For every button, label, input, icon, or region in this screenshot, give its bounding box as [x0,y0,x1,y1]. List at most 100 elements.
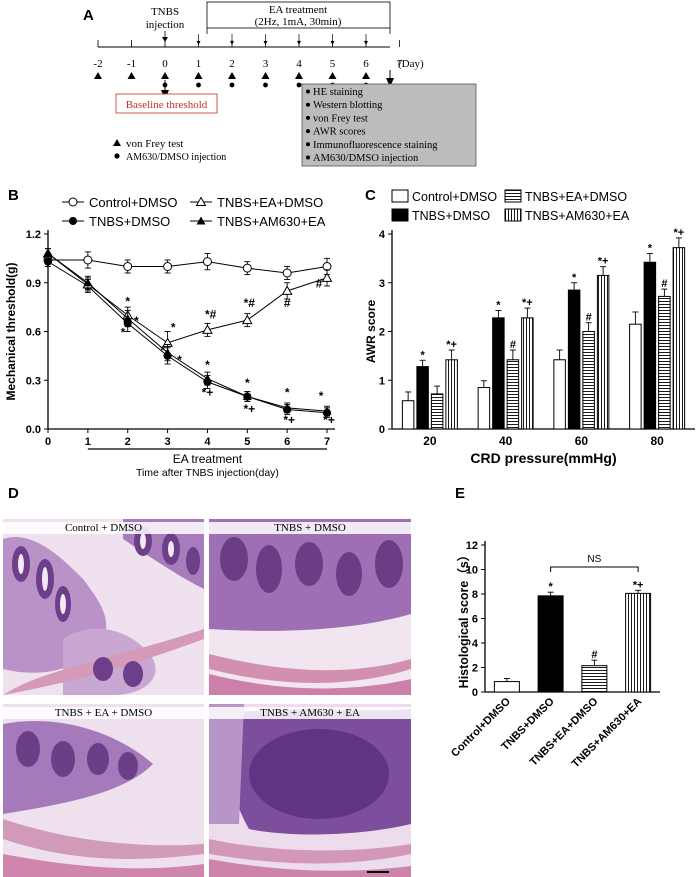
x-tick-label: 60 [575,434,589,448]
x-tick-label: 4 [204,436,211,448]
baseline-threshold-box [115,93,218,114]
y-tick-label: 8 [472,589,478,601]
assay-bullet-icon [306,155,310,160]
ea-session-arrow-icon [364,41,368,45]
bar [477,387,491,430]
data-point [321,272,333,282]
significance-mark: * [496,300,501,312]
data-point [163,262,173,271]
significance-mark: * [160,343,165,357]
data-point [242,392,252,400]
histology-label-tnbs-am630-ea: TNBS + AM630 + EA [209,707,411,719]
bar [629,323,642,430]
x-axis-title: CRD pressure(mmHg) [470,450,616,466]
x-tick-label: 6 [284,436,290,448]
bar [581,665,608,693]
injection-legend-label: AM630/DMSO injection [126,152,226,163]
significance-mark: * [245,376,250,390]
y-tick-label: 0 [472,687,478,699]
histology-label-tnbs-ea-dmso: TNBS + EA + DMSO [3,707,204,719]
timeline-day-label: 6 [363,58,369,70]
data-point [202,374,212,383]
legend-label: TNBS+EA+DMSO [525,190,627,204]
vonfrey-marker-icon [295,72,303,79]
x-tick-label: 5 [244,436,250,448]
significance-mark: * [134,314,139,328]
data-point [202,257,212,267]
significance-mark: *+ [674,227,685,239]
significance-mark: *+ [598,256,609,268]
tnbs-injection-label-line2: injection [146,19,185,31]
ea-treatment-label-line1: EA treatment [269,4,327,16]
legend-label: TNBS+DMSO [89,214,170,229]
assay-item: von Frey test [313,113,368,124]
y-tick-label: 0.6 [26,327,41,339]
bar [506,359,520,430]
assay-item: AWR scores [313,127,366,138]
ea-session-arrow-icon [263,41,268,45]
significance-mark: *+ [283,413,295,427]
y-axis-title: Histological score（s） [456,549,471,689]
legend-marker [195,196,207,206]
histology-image-control-dmso: Control + DMSO [3,519,204,695]
histology-label-tnbs-dmso: TNBS + DMSO [209,522,411,534]
x-tick-label: 40 [499,434,513,448]
legend-marker [69,217,77,225]
ea-session-arrow-icon [297,41,301,45]
significance-mark: *+ [323,413,335,427]
vonfrey-marker-icon [127,72,136,79]
y-tick-label: 6 [472,614,478,626]
significance-mark: # [591,649,597,661]
y-tick-label: 0.0 [26,424,41,436]
vonfrey-marker-icon [328,72,337,79]
bar [582,331,595,430]
x-tick-label: 2 [125,436,131,448]
bar [625,592,652,693]
significance-mark: * [171,321,176,335]
chart-e-histological-score: 024681012Control+DMSO*TNBS+DMSO#TNBS+EA+… [449,540,660,770]
timeline-day-label: 7 [397,58,403,70]
significance-mark: * [177,353,182,367]
y-tick-label: 0 [379,424,385,436]
significance-mark: * [285,386,290,400]
ns-label: NS [587,554,601,565]
legend-label: TNBS+AM630+EA [217,214,326,229]
ea-session-arrow-icon [330,41,335,45]
injection-marker-icon [229,82,235,88]
assay-item: Western blotting [313,100,383,111]
bar [658,295,671,430]
bar [521,317,534,430]
data-point [123,314,133,322]
timeline-day-label: 1 [196,58,202,70]
injection-legend-icon [114,153,120,159]
vonfrey-marker-icon [261,72,270,79]
significance-mark: *+ [243,402,255,416]
timeline-day-label: -2 [93,58,102,70]
data-point [83,255,93,265]
legend-label: Control+DMSO [412,190,497,204]
series-control-dmso [43,251,332,280]
assay-item: AM630/DMSO injection [313,153,419,164]
panel-label-c: C [365,187,376,204]
data-point [281,285,293,295]
significance-mark: * [121,325,126,339]
timeline-day-label: 5 [330,58,336,70]
bar [643,261,657,430]
y-tick-label: 1.2 [26,229,41,241]
significance-mark: *+ [633,579,644,591]
significance-mark: * [548,581,553,593]
panel-label-e: E [455,485,465,502]
significance-mark: * [319,389,324,403]
legend-marker [68,197,78,207]
significance-mark: * [205,358,210,372]
bar [567,289,581,430]
significance-mark: # [661,278,667,290]
ea-treatment-box [206,1,391,29]
panel-label-b: B [8,187,19,204]
x-tick-label: 1 [85,436,91,448]
data-point [83,278,93,287]
data-point [163,348,173,357]
assay-item: HE staining [313,87,364,98]
x-tick-label: 0 [45,436,51,448]
experiment-timeline: TNBS injection EA treatment (2Hz, 1mA, 3… [93,1,477,167]
